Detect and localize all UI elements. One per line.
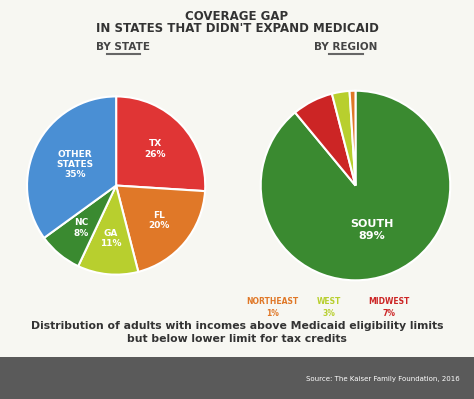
Wedge shape	[261, 91, 450, 280]
Text: OTHER
STATES
35%: OTHER STATES 35%	[56, 150, 93, 180]
Wedge shape	[78, 186, 138, 275]
Text: COVERAGE GAP: COVERAGE GAP	[185, 10, 289, 23]
Text: NC
8%: NC 8%	[73, 218, 89, 238]
Text: 3%: 3%	[323, 309, 336, 318]
Text: 7%: 7%	[382, 309, 395, 318]
Wedge shape	[295, 94, 356, 186]
Text: SOUTH
89%: SOUTH 89%	[350, 219, 393, 241]
Wedge shape	[332, 91, 356, 186]
Text: FL
20%: FL 20%	[148, 211, 169, 231]
Text: Source: The Kaiser Family Foundation, 2016: Source: The Kaiser Family Foundation, 20…	[306, 376, 460, 382]
Text: but below lower limit for tax credits: but below lower limit for tax credits	[127, 334, 347, 344]
Text: Distribution of adults with incomes above Medicaid eligibility limits: Distribution of adults with incomes abov…	[31, 321, 443, 331]
Text: BY REGION: BY REGION	[314, 42, 378, 52]
Wedge shape	[116, 186, 205, 272]
Text: NORTHEAST: NORTHEAST	[246, 297, 299, 306]
Text: MIDWEST: MIDWEST	[368, 297, 410, 306]
Wedge shape	[349, 91, 356, 186]
Wedge shape	[44, 186, 116, 266]
Text: BY STATE: BY STATE	[96, 42, 150, 52]
Text: GA
11%: GA 11%	[100, 229, 122, 249]
Wedge shape	[27, 97, 116, 238]
Text: IN STATES THAT DIDN'T EXPAND MEDICAID: IN STATES THAT DIDN'T EXPAND MEDICAID	[96, 22, 378, 35]
Wedge shape	[116, 97, 205, 191]
Text: 1%: 1%	[266, 309, 279, 318]
Text: TX
26%: TX 26%	[145, 139, 166, 159]
Text: WEST: WEST	[317, 297, 342, 306]
